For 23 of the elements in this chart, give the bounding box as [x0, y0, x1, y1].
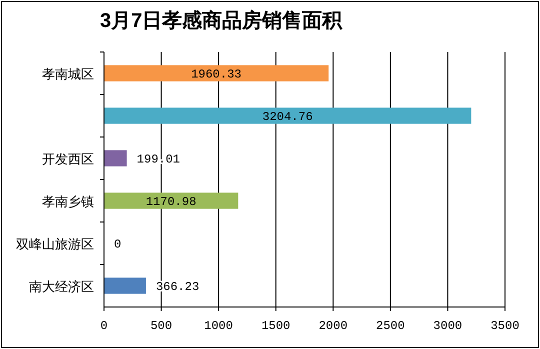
x-tick-label: 3000 [433, 319, 462, 333]
x-tick-label: 3500 [490, 319, 520, 333]
y-tick-label: 孝南乡镇 [42, 194, 94, 209]
x-tick-label: 0 [100, 319, 108, 333]
x-tick-label: 1500 [261, 319, 290, 333]
y-tick-label: 开发西区 [42, 151, 94, 166]
bar [104, 192, 238, 209]
chart-title: 3月7日孝感商品房销售面积 [100, 9, 344, 32]
data-label: 1960.33 [191, 67, 242, 82]
x-tick-label: 1000 [204, 319, 233, 333]
bar [104, 278, 146, 294]
y-tick-label: 孝南城区 [42, 66, 94, 82]
y-tick-label: 南大经济区 [29, 278, 94, 294]
data-label: 0 [114, 237, 122, 252]
x-tick-label: 2000 [318, 319, 348, 333]
bar [104, 65, 329, 82]
bar [104, 108, 472, 124]
data-label: 1170.98 [146, 194, 196, 209]
x-tick-label: 500 [150, 319, 172, 333]
y-tick-label: 双峰山旅游区 [16, 236, 94, 252]
data-label: 3204.76 [262, 110, 313, 124]
x-tick-label: 2500 [376, 319, 405, 333]
bar [104, 150, 127, 166]
